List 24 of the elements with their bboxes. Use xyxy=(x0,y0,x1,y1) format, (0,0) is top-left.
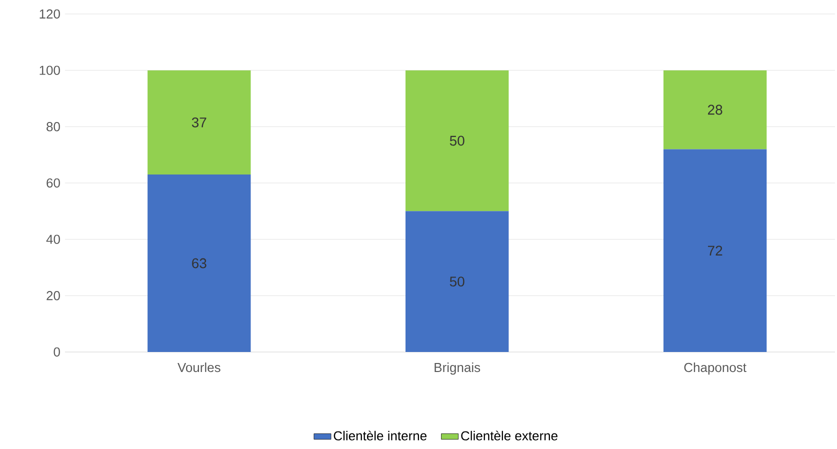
y-tick-label: 40 xyxy=(46,234,60,244)
x-tick-label: Brignais xyxy=(434,362,480,375)
x-tick-label: Chaponost xyxy=(684,362,746,375)
data-label: 37 xyxy=(192,117,206,128)
bar xyxy=(663,149,767,352)
y-tick-label: 0 xyxy=(54,347,60,357)
bar xyxy=(148,70,251,175)
y-tick-label: 60 xyxy=(46,178,60,188)
data-label: 50 xyxy=(450,136,464,146)
data-label: 63 xyxy=(192,258,206,268)
y-tick-label: 20 xyxy=(46,291,60,300)
data-label: 28 xyxy=(708,104,722,115)
y-tick-label: 100 xyxy=(40,66,60,75)
y-tick-label: 80 xyxy=(46,122,60,132)
data-label: 50 xyxy=(450,276,464,287)
bar xyxy=(406,70,509,212)
legend-label: Clientèle interne xyxy=(334,430,427,440)
bar xyxy=(663,70,767,150)
bar xyxy=(406,211,509,352)
legend-label: Clientèle externe xyxy=(461,430,558,440)
data-label: 72 xyxy=(708,246,722,256)
y-tick-label: 120 xyxy=(40,9,60,19)
x-tick-label: Vourles xyxy=(178,362,220,372)
bar xyxy=(148,174,251,352)
